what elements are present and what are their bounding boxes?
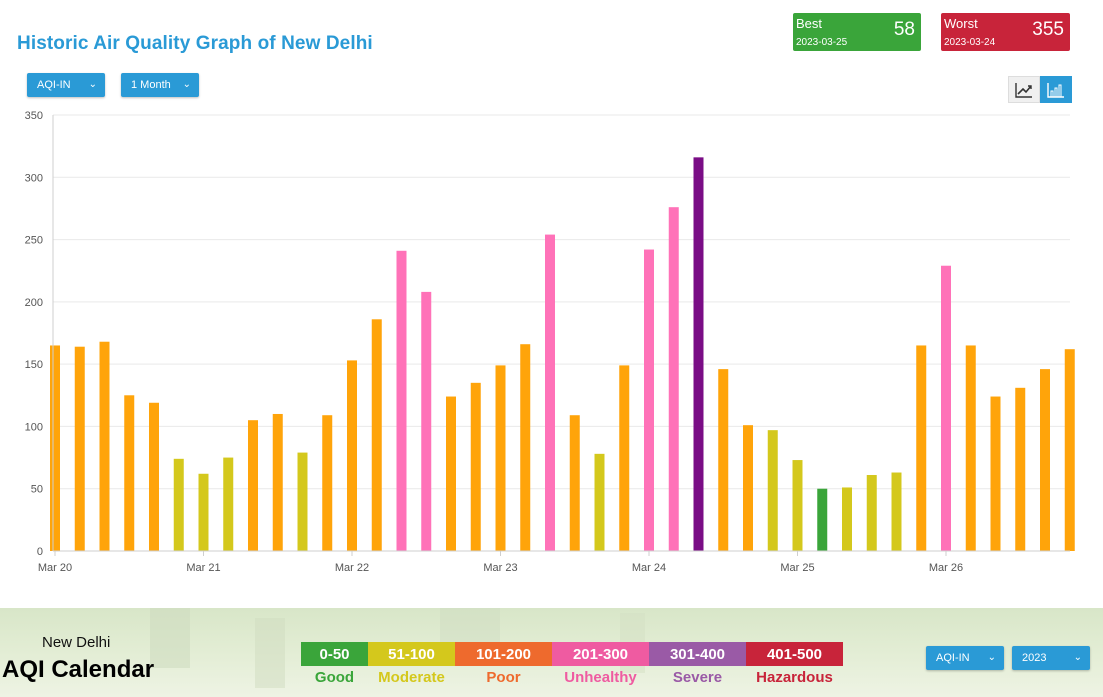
bar[interactable] xyxy=(619,365,630,551)
y-tick-label: 0 xyxy=(37,546,43,558)
bar[interactable] xyxy=(173,458,184,551)
y-tick-label: 50 xyxy=(31,484,43,496)
bar-chart-icon xyxy=(1047,82,1064,98)
bar[interactable] xyxy=(124,395,135,551)
bar[interactable] xyxy=(297,452,308,551)
y-tick-label: 150 xyxy=(25,359,43,371)
bar[interactable] xyxy=(50,345,60,551)
calendar-parameter-dropdown[interactable]: AQI-IN ⌄ xyxy=(926,646,1004,670)
bar[interactable] xyxy=(842,487,852,551)
bar[interactable] xyxy=(891,472,902,551)
range-dropdown-value: 1 Month xyxy=(131,79,171,91)
scale-segment: 301-400 xyxy=(649,642,746,666)
aqi-bar-chart: 0 50 100 150 200 250 300 350 Mar 20 Mar 21 Mar 22 M… xyxy=(25,110,1075,574)
bar[interactable] xyxy=(396,250,407,552)
bar[interactable] xyxy=(792,460,803,551)
bar[interactable] xyxy=(594,453,605,551)
bar[interactable] xyxy=(693,157,704,551)
scale-segment: 101-200 xyxy=(455,642,552,666)
scale-label: Moderate xyxy=(378,669,445,686)
y-tick-label: 200 xyxy=(25,297,43,309)
y-tick-label: 250 xyxy=(25,235,43,247)
scale-label: Good xyxy=(314,669,355,686)
bar[interactable] xyxy=(718,369,729,551)
scale-label: Unhealthy xyxy=(564,669,637,686)
bar[interactable] xyxy=(272,413,283,551)
scale-label: Poor xyxy=(486,669,521,686)
bar[interactable] xyxy=(965,345,976,551)
x-tick-label: Mar 21 xyxy=(186,562,220,574)
y-tick-label: 300 xyxy=(25,172,43,184)
chart-card: Historic Air Quality Graph of New Delhi … xyxy=(0,13,1103,609)
bar[interactable] xyxy=(916,345,927,551)
x-tick-label: Mar 20 xyxy=(38,562,72,574)
worst-date: 2023-03-24 xyxy=(944,37,996,48)
bar[interactable] xyxy=(347,360,357,551)
bar[interactable] xyxy=(322,415,333,551)
bar[interactable] xyxy=(74,346,85,551)
bar[interactable] xyxy=(198,473,209,551)
y-tick-label: 100 xyxy=(25,421,43,433)
page-title: Historic Air Quality Graph of New Delhi xyxy=(17,33,373,54)
chevron-down-icon: ⌄ xyxy=(88,79,97,90)
worst-label: Worst xyxy=(944,16,978,31)
bar[interactable] xyxy=(817,488,828,551)
best-date: 2023-03-25 xyxy=(796,37,848,48)
scale-segment: 201-300 xyxy=(552,642,649,666)
bar[interactable] xyxy=(446,396,456,551)
parameter-dropdown-value: AQI-IN xyxy=(37,79,71,91)
bar[interactable] xyxy=(644,249,654,551)
bar[interactable] xyxy=(668,207,679,551)
bar[interactable] xyxy=(495,365,506,551)
bar[interactable] xyxy=(743,425,753,551)
line-chart-toggle[interactable] xyxy=(1008,76,1040,103)
x-tick-label: Mar 26 xyxy=(929,562,963,574)
footer-calendar-title: AQI Calendar xyxy=(2,656,155,683)
calendar-parameter-value: AQI-IN xyxy=(936,652,970,664)
best-badge: Best 2023-03-25 58 xyxy=(793,13,921,51)
bar[interactable] xyxy=(866,475,877,551)
bar[interactable] xyxy=(470,382,481,551)
bar[interactable] xyxy=(767,430,778,551)
x-tick-label: Mar 24 xyxy=(632,562,666,574)
x-tick-label: Mar 23 xyxy=(483,562,517,574)
line-chart-icon xyxy=(1015,82,1032,98)
x-tick-label: Mar 22 xyxy=(335,562,369,574)
scale-label: Severe xyxy=(672,669,723,686)
worst-badge: Worst 2023-03-24 355 xyxy=(941,13,1070,51)
chevron-down-icon: ⌄ xyxy=(182,79,191,90)
bar[interactable] xyxy=(569,415,580,551)
best-label: Best xyxy=(796,16,823,31)
chevron-down-icon: ⌄ xyxy=(987,652,996,663)
calendar-year-dropdown[interactable]: 2023 ⌄ xyxy=(1012,646,1090,670)
bar[interactable] xyxy=(941,265,951,551)
scale-label: Hazardous xyxy=(756,669,833,686)
bar[interactable] xyxy=(990,396,1001,551)
bar[interactable] xyxy=(520,344,531,551)
range-dropdown[interactable]: 1 Month ⌄ xyxy=(121,73,199,97)
bar[interactable] xyxy=(371,319,382,551)
bar[interactable] xyxy=(1040,369,1050,551)
bar[interactable] xyxy=(1064,349,1075,551)
parameter-dropdown[interactable]: AQI-IN ⌄ xyxy=(27,73,105,97)
bar-chart-toggle[interactable] xyxy=(1040,76,1072,103)
bar[interactable] xyxy=(421,291,432,551)
x-tick-label: Mar 25 xyxy=(780,562,814,574)
chevron-down-icon: ⌄ xyxy=(1073,652,1082,663)
bar[interactable] xyxy=(223,457,234,551)
bar[interactable] xyxy=(545,234,555,552)
bar[interactable] xyxy=(248,420,258,551)
bar[interactable] xyxy=(149,402,159,551)
scale-segment: 401-500 xyxy=(746,642,843,666)
footer-city: New Delhi xyxy=(42,634,111,651)
calendar-year-value: 2023 xyxy=(1022,652,1047,664)
bar[interactable] xyxy=(99,341,110,551)
worst-value: 355 xyxy=(1032,19,1064,40)
bar[interactable] xyxy=(1015,387,1026,551)
scale-segment: 51-100 xyxy=(368,642,455,666)
best-value: 58 xyxy=(893,19,915,40)
y-tick-label: 350 xyxy=(25,110,43,122)
scale-segment: 0-50 xyxy=(301,642,368,666)
